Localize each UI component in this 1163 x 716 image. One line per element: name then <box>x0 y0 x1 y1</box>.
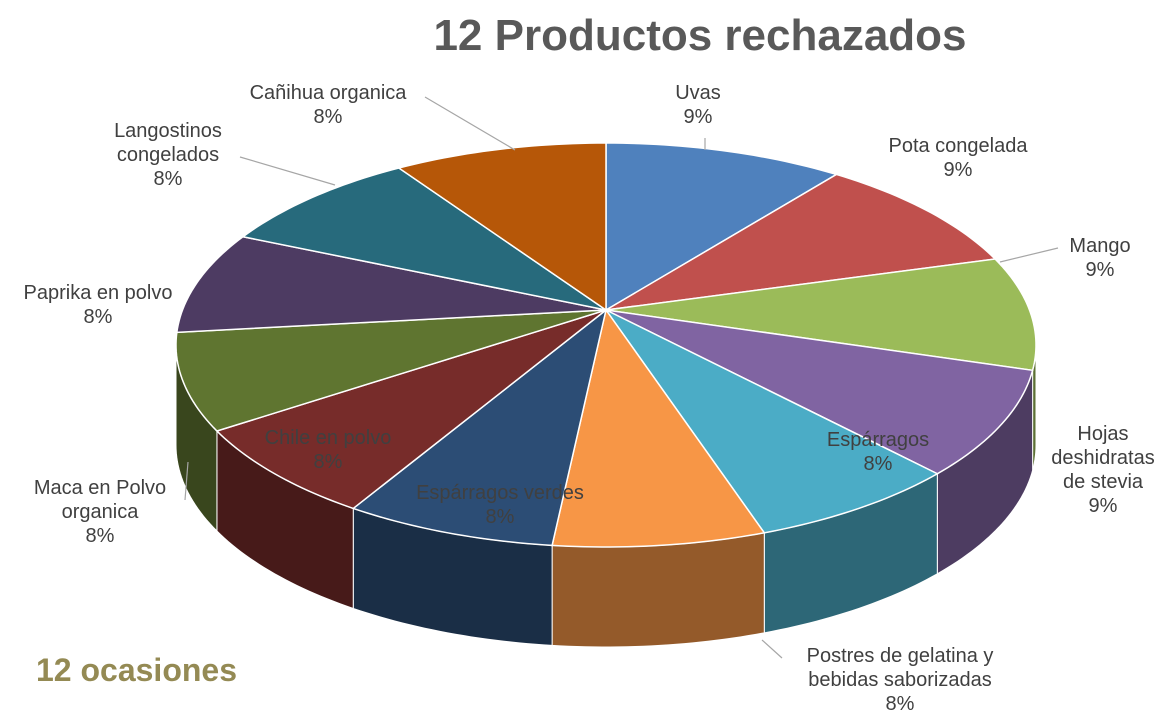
data-label: Espárragos verdes 8% <box>390 481 610 529</box>
data-label: Postres de gelatina y bebidas saborizada… <box>780 644 1020 716</box>
data-label: Uvas 9% <box>638 81 758 129</box>
data-label: Paprika en polvo 8% <box>0 281 198 329</box>
value-label: 9% <box>683 106 713 128</box>
category-label: Cañihua organica <box>249 82 407 104</box>
slice <box>605 173 997 311</box>
category-label: Hojas deshidratas de stevia <box>1051 423 1155 493</box>
value-label: 8% <box>313 106 343 128</box>
leader-line <box>239 156 336 186</box>
data-label: Pota congelada 9% <box>858 134 1058 182</box>
slice <box>241 167 607 311</box>
annotation: 12 ocasiones <box>36 652 237 688</box>
category-label: Langostinos congelados <box>114 120 222 166</box>
chart-title: 12 Productos rechazados <box>433 11 967 60</box>
category-label: Espárragos <box>826 429 930 451</box>
value-label: 9% <box>1088 495 1118 517</box>
slice <box>215 309 607 510</box>
value-label: 8% <box>153 168 183 190</box>
slice <box>605 309 1034 475</box>
slice <box>551 308 766 548</box>
category-label: Pota congelada <box>888 135 1028 157</box>
slice <box>351 308 608 547</box>
value-label: 8% <box>863 453 893 475</box>
leader-line <box>424 96 516 151</box>
value-label: 8% <box>83 306 113 328</box>
leader-line <box>999 247 1059 263</box>
data-label: Cañihua organica 8% <box>228 81 428 129</box>
category-label: Mango <box>1069 235 1131 257</box>
data-label: Chile en polvo 8% <box>238 426 418 474</box>
slice <box>605 309 939 534</box>
slice <box>175 235 607 334</box>
data-label: Mango 9% <box>1060 234 1140 282</box>
data-label: Espárragos 8% <box>798 428 958 476</box>
data-label: Maca en Polvo organica 8% <box>15 476 185 548</box>
data-label: Hojas deshidratas de stevia 9% <box>1048 422 1158 518</box>
slice-side <box>551 532 765 648</box>
category-label: Uvas <box>675 82 721 104</box>
slice <box>397 142 607 312</box>
data-label: Langostinos congelados 8% <box>98 119 238 191</box>
value-label: 8% <box>885 693 915 715</box>
value-label: 8% <box>485 506 515 528</box>
value-label: 8% <box>313 451 343 473</box>
leader-line <box>761 639 783 659</box>
category-label: Postres de gelatina y bebidas saborizada… <box>806 645 994 691</box>
category-label: Chile en polvo <box>264 427 392 449</box>
slice <box>175 309 607 432</box>
value-label: 9% <box>943 159 973 181</box>
leader-line <box>184 461 189 501</box>
slice <box>605 258 1037 372</box>
category-label: Maca en Polvo organica <box>33 477 167 523</box>
category-label: Paprika en polvo <box>23 282 173 304</box>
value-label: 8% <box>85 525 115 547</box>
value-label: 9% <box>1085 259 1115 281</box>
slice <box>605 142 839 312</box>
category-label: Espárragos verdes <box>416 482 584 504</box>
